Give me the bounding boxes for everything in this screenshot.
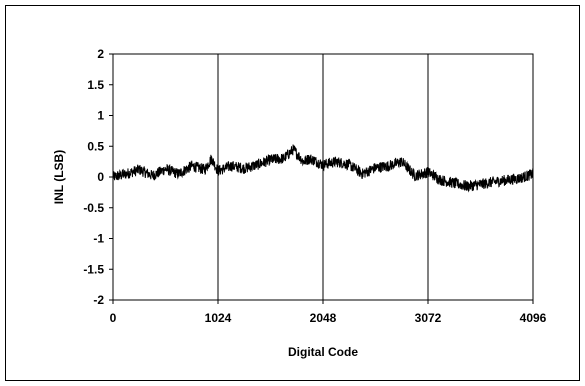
y-tick-label: -0.5: [83, 201, 104, 215]
y-axis: 2 1.5 1 0.5 0 -0.5 -1 -1.5 -2: [83, 47, 113, 307]
y-tick-label: 1: [97, 109, 104, 123]
grid: [217, 54, 429, 300]
y-tick-label: 0.5: [87, 139, 104, 153]
y-tick-label: -1.5: [83, 262, 104, 276]
x-axis-label: Digital Code: [288, 345, 358, 359]
x-tick-label: 4096: [520, 311, 547, 325]
x-axis: 0 1024 2048 3072 4096: [110, 300, 547, 325]
chart-frame: [5, 5, 580, 381]
x-tick-label: 0: [110, 311, 117, 325]
y-tick-label: -2: [93, 293, 104, 307]
x-tick-label: 1024: [205, 311, 232, 325]
y-tick-label: -1: [93, 232, 104, 246]
x-tick-label: 3072: [415, 311, 442, 325]
x-tick-label: 2048: [310, 311, 337, 325]
y-axis-label: INL (LSB): [52, 150, 66, 204]
y-tick-label: 0: [97, 170, 104, 184]
y-tick-label: 1.5: [87, 78, 104, 92]
y-tick-label: 2: [97, 47, 104, 61]
series-line: [112, 144, 534, 193]
